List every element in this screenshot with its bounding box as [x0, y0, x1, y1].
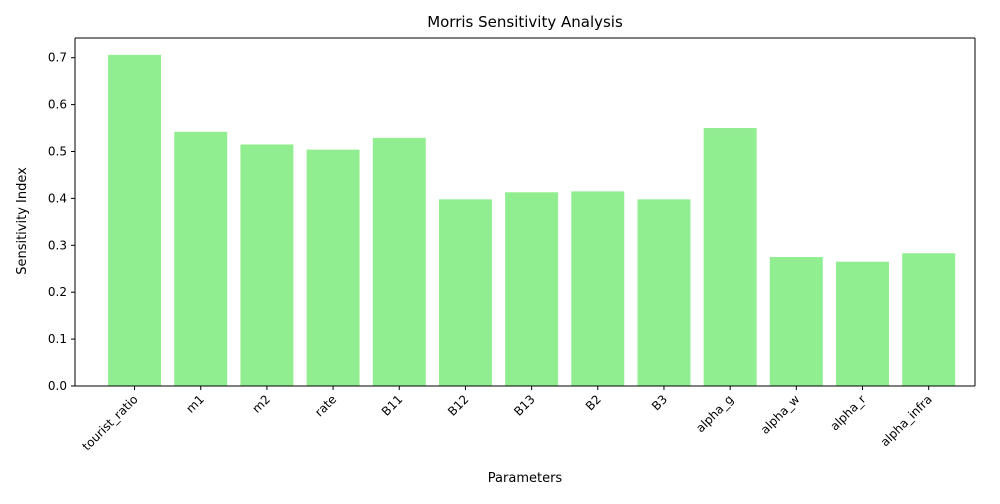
- x-axis-label: Parameters: [488, 471, 563, 486]
- x-tick-label: B13: [511, 392, 538, 419]
- x-tick-label: alpha_w: [758, 392, 803, 437]
- bar-B13: [505, 192, 559, 386]
- bar-B2: [571, 191, 625, 386]
- chart-title: Morris Sensitivity Analysis: [427, 13, 623, 31]
- x-tick-label: rate: [312, 392, 339, 419]
- bar-m1: [174, 131, 228, 386]
- x-ticks: tourist_ratio m1 m2 rate B11 B12 B13 B2 B3 alpha_…: [79, 386, 935, 453]
- x-tick-label: tourist_ratio: [79, 392, 140, 453]
- bar-B12: [438, 199, 492, 386]
- bar-alpha_w: [769, 257, 823, 386]
- x-tick-label: B2: [583, 392, 604, 413]
- x-tick-label: B12: [445, 392, 472, 419]
- axes-layer: [74, 37, 976, 387]
- x-tick-label: alpha_r: [827, 392, 868, 433]
- y-tick-label: 0.1: [48, 332, 67, 346]
- x-tick-label: alpha_g: [693, 392, 736, 435]
- y-tick-label: 0.0: [48, 379, 67, 393]
- bar-alpha_infra: [902, 253, 956, 386]
- bar-B11: [372, 137, 426, 386]
- y-tick-label: 0.6: [48, 98, 67, 112]
- bar-rate: [306, 149, 360, 386]
- bars-layer: [108, 54, 956, 387]
- y-ticks: 0.0 0.1 0.2 0.3 0.4 0.5 0.6 0.7: [48, 51, 75, 393]
- x-tick-label: B3: [649, 392, 670, 413]
- x-tick-label: m2: [249, 392, 273, 416]
- y-tick-label: 0.7: [48, 51, 67, 65]
- y-tick-label: 0.5: [48, 144, 67, 158]
- bar-alpha_g: [703, 128, 757, 386]
- bar-B3: [637, 199, 691, 386]
- y-tick-label: 0.3: [48, 238, 67, 252]
- bar-alpha_r: [836, 261, 889, 386]
- bar-m2: [240, 144, 294, 386]
- y-tick-label: 0.4: [48, 191, 67, 205]
- y-tick-label: 0.2: [48, 285, 67, 299]
- x-tick-label: B11: [379, 392, 406, 419]
- y-axis-label: Sensitivity Index: [15, 167, 30, 275]
- bar-tourist_ratio: [108, 54, 162, 387]
- x-tick-label: m1: [183, 392, 207, 416]
- x-tick-label: alpha_infra: [878, 392, 935, 449]
